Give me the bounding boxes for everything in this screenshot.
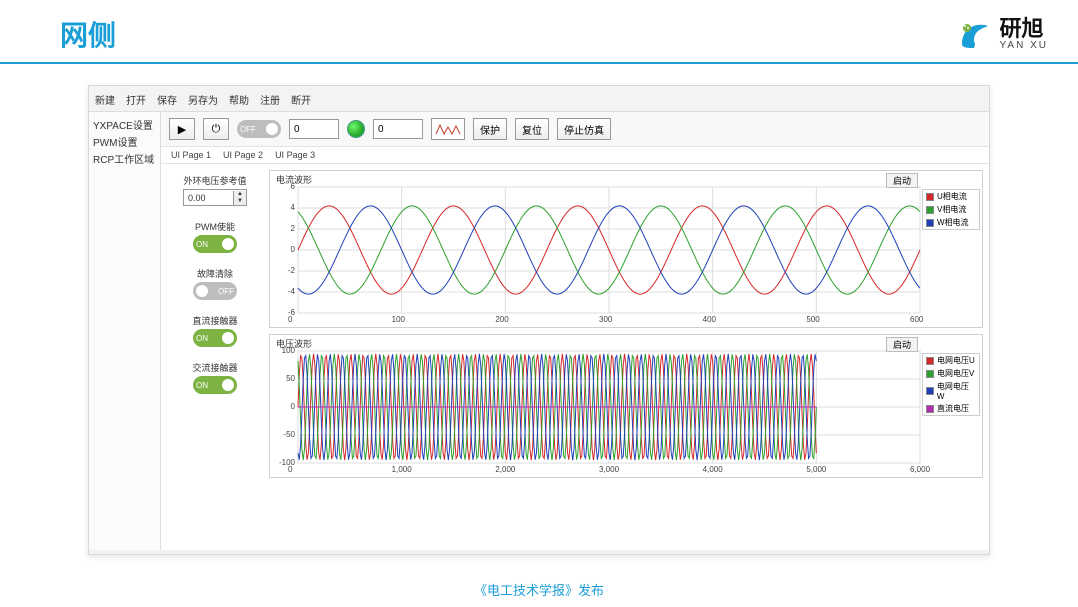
switch-toggle[interactable]: ON — [193, 235, 237, 253]
chart-start-button[interactable]: 启动 — [886, 173, 918, 188]
tab[interactable]: UI Page 1 — [171, 150, 211, 160]
left-controls: 外环电压参考值 0.00 ▲▼ PWM使能 ON 故障清除 OFF 直流接触器 ON 交流接… — [167, 170, 263, 546]
switch-toggle[interactable]: ON — [193, 376, 237, 394]
logo-icon — [954, 14, 994, 54]
toolbar-toggle[interactable]: OFF — [237, 120, 281, 138]
switch-toggle[interactable]: ON — [193, 329, 237, 347]
switch-label: 交流接触器 — [167, 361, 263, 374]
logo-subtext: YAN XU — [1000, 40, 1049, 51]
num-input-1[interactable]: 0 — [289, 119, 339, 139]
chart-legend: U相电流V相电流W相电流 — [922, 189, 980, 230]
wave-icon[interactable] — [431, 118, 465, 140]
power-button[interactable]: ⏻ — [203, 118, 229, 140]
num-input-2[interactable]: 0 — [373, 119, 423, 139]
sidebar: YXPACE设置PWM设置RCP工作区域 — [89, 112, 161, 550]
tab[interactable]: UI Page 3 — [275, 150, 315, 160]
menu-item[interactable]: 断开 — [291, 92, 311, 107]
menu-item[interactable]: 保存 — [157, 92, 177, 107]
tab[interactable]: UI Page 2 — [223, 150, 263, 160]
protect-button[interactable]: 保护 — [473, 118, 507, 140]
page-title: 网侧 — [60, 14, 116, 54]
sidebar-item[interactable]: PWM设置 — [93, 133, 156, 150]
reset-button[interactable]: 复位 — [515, 118, 549, 140]
tab-bar: UI Page 1 UI Page 2 UI Page 3 — [161, 147, 989, 164]
stop-button[interactable]: 停止仿真 — [557, 118, 611, 140]
menu-bar: 新建打开保存另存为帮助注册断开 — [89, 90, 989, 112]
switch-label: 直流接触器 — [167, 314, 263, 327]
app-window: 新建打开保存另存为帮助注册断开 YXPACE设置PWM设置RCP工作区域 ▶ ⏻… — [88, 85, 990, 555]
chart-legend: 电网电压U电网电压V电网电压W直流电压 — [922, 353, 980, 416]
menu-item[interactable]: 打开 — [126, 92, 146, 107]
chart-start-button[interactable]: 启动 — [886, 337, 918, 352]
menu-item[interactable]: 另存为 — [188, 92, 218, 107]
menu-item[interactable]: 新建 — [95, 92, 115, 107]
switch-label: 故障清除 — [167, 267, 263, 280]
ref-label: 外环电压参考值 — [167, 174, 263, 187]
toolbar: ▶ ⏻ OFF 0 0 保护 复位 停止仿真 — [161, 112, 989, 147]
sidebar-item[interactable]: YXPACE设置 — [93, 116, 156, 133]
brand-logo: 研旭 YAN XU — [954, 14, 1049, 54]
footer-text: 《电工技术学报》发布 — [0, 580, 1078, 599]
sidebar-item[interactable]: RCP工作区域 — [93, 150, 156, 167]
switch-label: PWM使能 — [167, 220, 263, 233]
play-button[interactable]: ▶ — [169, 118, 195, 140]
status-led — [347, 120, 365, 138]
logo-text: 研旭 — [1000, 18, 1049, 40]
switch-toggle[interactable]: OFF — [193, 282, 237, 300]
menu-item[interactable]: 帮助 — [229, 92, 249, 107]
current-chart: 电流波形启动U相电流V相电流W相电流0100200300400500600-6-… — [269, 170, 983, 328]
ref-spinner[interactable]: 0.00 ▲▼ — [183, 189, 247, 206]
menu-item[interactable]: 注册 — [260, 92, 280, 107]
voltage-chart: 电压波形启动电网电压U电网电压V电网电压W直流电压01,0002,0003,00… — [269, 334, 983, 478]
